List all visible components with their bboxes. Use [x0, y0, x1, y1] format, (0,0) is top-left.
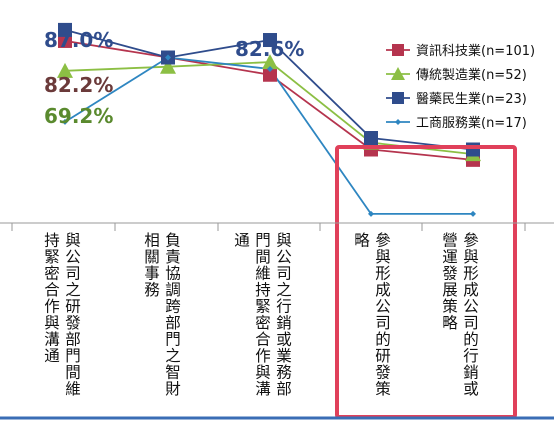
series-3-point-5: [466, 142, 480, 157]
series-4-point-1: [62, 118, 68, 125]
legend-label-3: 醫藥民生業(n=23): [416, 91, 527, 107]
series-1-point-3: [263, 67, 277, 82]
series-2-point-2: [160, 58, 176, 74]
legend-label-1: 資訊科技業(n=101): [416, 43, 535, 59]
series-2-point-1: [57, 62, 73, 78]
legend-marker-1: [392, 44, 404, 56]
legend-entry-1: 資訊科技業(n=101): [386, 43, 535, 59]
data-label-3: 69.2%: [44, 104, 114, 128]
series-2-point-3: [262, 54, 278, 70]
category-label-4: 參與形成公司的研發策略: [352, 232, 391, 397]
legend-label-4: 工商服務業(n=17): [416, 115, 527, 131]
category-label-3: 與公司之行銷或業務部門間維持緊密合作與溝通: [232, 232, 292, 397]
category-label-5: 參與形成公司的行銷或營運發展策略: [440, 232, 479, 397]
legend-entry-2: 傳統製造業(n=52): [386, 67, 527, 83]
series-3-point-3: [263, 33, 277, 48]
legend-entry-3: 醫藥民生業(n=23): [386, 91, 527, 107]
data-label-4: 82.6%: [235, 37, 305, 61]
series-3-point-4: [364, 131, 378, 145]
series-1-point-1: [58, 33, 72, 48]
series-3-point-1: [58, 22, 72, 37]
data-label-2: 82.2%: [44, 73, 114, 97]
series-4-point-3: [267, 66, 273, 72]
category-label-1: 與公司之研發部門間維持緊密合作與溝通: [42, 232, 81, 397]
legend: 資訊科技業(n=101) 傳統製造業(n=52) 醫藥民生業(n=23) 工商服務業(…: [386, 43, 535, 131]
data-label-1: 87.0%: [44, 28, 114, 52]
category-label-2: 負責協調跨部門之智財相關事務: [142, 232, 181, 397]
series-4-point-4: [368, 210, 374, 217]
x-axis-ticks: [11, 223, 526, 231]
legend-entry-4: 工商服務業(n=17): [386, 115, 527, 131]
legend-marker-2: [391, 67, 405, 80]
series-4-point-5: [470, 210, 476, 217]
legend-label-2: 傳統製造業(n=52): [416, 67, 527, 83]
legend-marker-4: [395, 119, 401, 125]
series-4-point-2: [165, 54, 171, 61]
legend-marker-3: [392, 92, 404, 104]
